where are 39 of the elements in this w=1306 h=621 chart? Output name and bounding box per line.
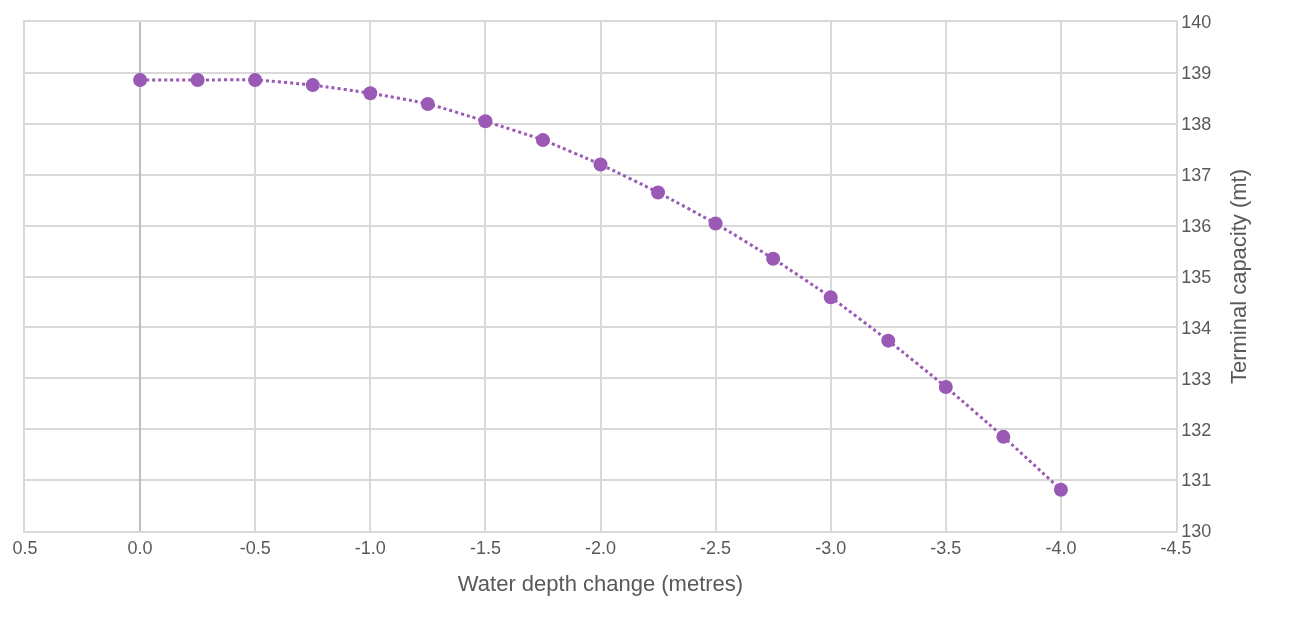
- x-tick-label: -3.5: [930, 538, 962, 559]
- point: [938, 379, 953, 394]
- point: [708, 216, 723, 231]
- x-axis-title: Water depth change (metres): [457, 570, 744, 596]
- y-tick-label: 133: [1181, 368, 1212, 389]
- point: [1053, 482, 1068, 497]
- point: [248, 73, 263, 88]
- x-tick-label: -2.0: [584, 538, 617, 559]
- y-tick-label: 140: [1181, 12, 1212, 33]
- point: [823, 290, 838, 305]
- x-tick-label: -1.5: [469, 538, 501, 559]
- point: [881, 333, 896, 348]
- y-tick-label: 131: [1181, 470, 1212, 491]
- x-tick-label: 0.0: [127, 538, 153, 559]
- y-tick-label: 139: [1181, 63, 1212, 84]
- point: [190, 73, 205, 88]
- point: [766, 251, 781, 266]
- point: [133, 73, 148, 88]
- y-tick-label: 138: [1181, 114, 1212, 135]
- point: [593, 157, 608, 172]
- y-tick-label: 135: [1181, 266, 1212, 287]
- point: [535, 133, 550, 148]
- y-tick-label: 132: [1181, 419, 1212, 440]
- x-tick-label: -0.5: [239, 538, 271, 559]
- point: [420, 96, 435, 111]
- point: [478, 114, 493, 129]
- point: [651, 185, 666, 200]
- x-tick-label: -1.0: [354, 538, 386, 559]
- point: [363, 86, 378, 101]
- y-tick-label: 134: [1181, 317, 1212, 338]
- y-tick-label: 136: [1181, 215, 1212, 236]
- x-tick-label: 0.5: [12, 538, 38, 559]
- x-tick-label: -4.0: [1045, 538, 1077, 559]
- point: [305, 78, 320, 93]
- point: [996, 429, 1011, 444]
- x-tick-label: -3.0: [815, 538, 847, 559]
- y-axis-title: Terminal capacity (mt): [1225, 168, 1251, 385]
- x-tick-label: -2.5: [700, 538, 732, 559]
- y-tick-label: 137: [1181, 165, 1212, 185]
